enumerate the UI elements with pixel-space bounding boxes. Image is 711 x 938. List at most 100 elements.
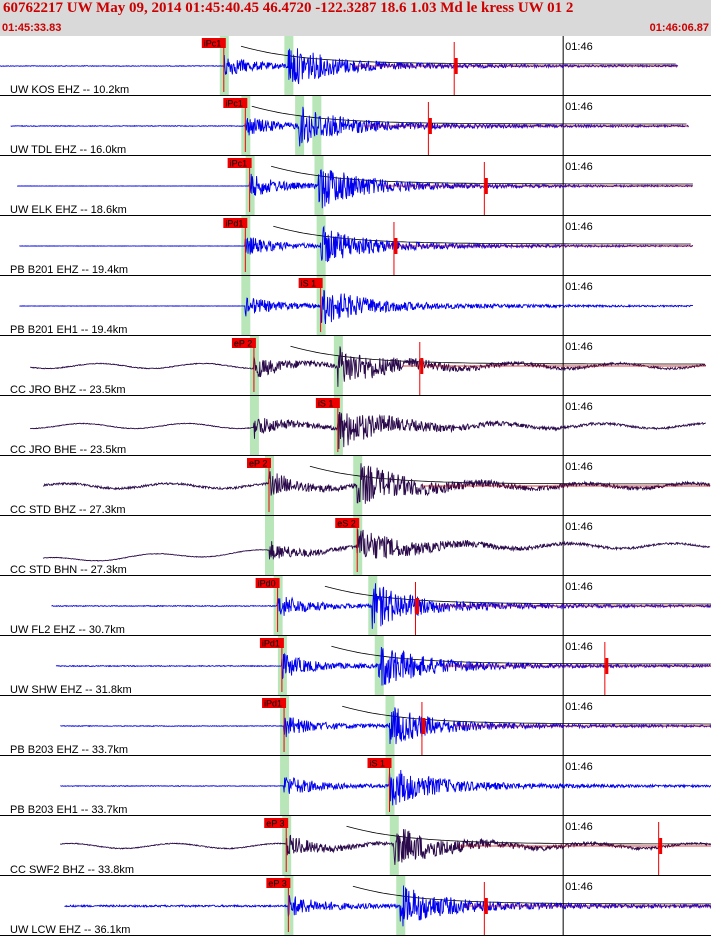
trace-row: 01:46 iPc1 UW KOS EHZ -- 10.2km xyxy=(0,36,711,96)
coda-curve xyxy=(290,345,704,365)
p-pick-box xyxy=(262,698,287,708)
p-pick-label: iPd0 xyxy=(258,579,276,589)
s-pick-box xyxy=(315,398,340,408)
coda-curve xyxy=(270,165,693,185)
coda-curve xyxy=(342,705,711,725)
minute-tick-label: 01:46 xyxy=(565,881,593,893)
s-pick-label: iS 1 xyxy=(370,759,386,769)
waveform xyxy=(59,829,711,865)
end-time: 01:46:06.87 xyxy=(649,22,709,34)
station-label: PB B201 EH1 -- 19.4km xyxy=(10,324,127,336)
s-pick-box xyxy=(298,278,323,288)
trace-row: 01:46 iPd1 PB B201 EHZ -- 19.4km xyxy=(0,216,711,276)
coda-curve xyxy=(346,825,711,845)
s-pick-box xyxy=(335,518,360,528)
waveform xyxy=(0,48,679,85)
waveform xyxy=(10,106,689,147)
start-time: 01:45:33.83 xyxy=(2,22,62,34)
s-pick-window xyxy=(312,96,322,156)
s-pick-window xyxy=(353,456,363,516)
minute-tick-label: 01:46 xyxy=(565,401,593,413)
station-label: UW KOS EHZ -- 10.2km xyxy=(10,84,129,96)
waveform xyxy=(29,411,706,450)
trace-row: 01:46 eP 2 CC JRO BHZ -- 23.5km xyxy=(0,336,711,396)
s-pick-label: iS 1 xyxy=(318,399,334,409)
p-pick-box xyxy=(264,818,289,828)
trace-row: 01:46 iPd1 PB B203 EHZ -- 33.7km xyxy=(0,696,711,756)
minute-tick-label: 01:46 xyxy=(565,281,593,293)
waveform xyxy=(43,463,711,504)
minute-tick-label: 01:46 xyxy=(565,641,593,653)
p-pick-label: iPd1 xyxy=(264,699,282,709)
p-pick-label: eP 3 xyxy=(266,819,284,829)
p-pick-box xyxy=(201,38,226,48)
minute-tick-label: 01:46 xyxy=(565,701,593,713)
p-pick-box xyxy=(231,338,256,348)
trace-row: 01:46 iPc1 UW ELK EHZ -- 18.6km xyxy=(0,156,711,216)
p-pick-box xyxy=(255,578,280,588)
waveform xyxy=(51,583,711,629)
s-pick-label: iS 1 xyxy=(301,279,317,289)
p-pick-label: iPc1 xyxy=(204,39,222,49)
trace-row: 01:46 eP 3 CC SWF2 BHZ -- 33.8km xyxy=(0,816,711,876)
s-pick-window xyxy=(374,636,384,696)
p-pick-window xyxy=(264,516,274,576)
p-pick-label: iPc1 xyxy=(230,159,248,169)
minute-tick-label: 01:46 xyxy=(565,221,593,233)
waveform xyxy=(64,885,711,927)
station-label: CC JRO BHZ -- 23.5km xyxy=(10,384,126,396)
p-pick-box xyxy=(259,638,284,648)
minute-tick-label: 01:46 xyxy=(565,581,593,593)
waveform xyxy=(60,769,711,806)
p-pick-label: iPd1 xyxy=(262,639,280,649)
waveform xyxy=(17,169,693,209)
p-pick-box xyxy=(223,98,248,108)
p-pick-box xyxy=(223,218,248,228)
event-title: 60762217 UW May 09, 2014 01:45:40.45 46.… xyxy=(3,0,574,16)
header-bar: 60762217 UW May 09, 2014 01:45:40.45 46.… xyxy=(0,0,711,36)
p-pick-box xyxy=(227,158,252,168)
station-label: UW TDL EHZ -- 16.0km xyxy=(10,144,126,156)
waveform xyxy=(29,346,707,387)
minute-tick-label: 01:46 xyxy=(565,161,593,173)
seismogram-plot: 01:46 iPc1 UW KOS EHZ -- 10.2km 01:46 iPc1 UW… xyxy=(0,36,711,936)
p-pick-label: eP 2 xyxy=(234,339,252,349)
trace-row: 01:46 iS 1 PB B203 EH1 -- 33.7km xyxy=(0,756,711,816)
trace-row: 01:46 iS 1 CC JRO BHE -- 23.5km xyxy=(0,396,711,456)
station-label: UW SHW EHZ -- 31.8km xyxy=(10,684,132,696)
station-label: UW LCW EHZ -- 36.1km xyxy=(10,924,130,936)
s-pick-box xyxy=(367,758,392,768)
s-pick-label: eS 2 xyxy=(337,519,356,529)
waveform xyxy=(42,529,711,562)
station-label: PB B203 EH1 -- 33.7km xyxy=(10,804,127,816)
station-label: UW ELK EHZ -- 18.6km xyxy=(10,204,127,216)
minute-tick-label: 01:46 xyxy=(565,461,593,473)
station-label: UW FL2 EHZ -- 30.7km xyxy=(10,624,125,636)
minute-tick-label: 01:46 xyxy=(565,521,593,533)
minute-tick-label: 01:46 xyxy=(565,341,593,353)
p-pick-label: eP 2 xyxy=(249,459,267,469)
station-label: PB B201 EHZ -- 19.4km xyxy=(10,264,128,276)
minute-tick-label: 01:46 xyxy=(565,101,593,113)
minute-tick-label: 01:46 xyxy=(565,761,593,773)
station-label: CC JRO BHE -- 23.5km xyxy=(10,444,126,456)
station-label: CC SWF2 BHZ -- 33.8km xyxy=(10,864,134,876)
p-pick-box xyxy=(246,458,271,468)
station-label: CC STD BHN -- 27.3km xyxy=(10,564,127,576)
p-pick-box xyxy=(266,878,291,888)
waveform xyxy=(19,289,693,325)
minute-tick-label: 01:46 xyxy=(565,41,593,53)
p-pick-label: eP 3 xyxy=(268,879,286,889)
station-label: CC STD BHZ -- 27.3km xyxy=(10,504,126,516)
trace-row: 01:46 iPd1 UW SHW EHZ -- 31.8km xyxy=(0,636,711,696)
coda-curve xyxy=(240,45,676,65)
trace-row: 01:46 iPd0 UW FL2 EHZ -- 30.7km xyxy=(0,576,711,636)
coda-curve xyxy=(251,105,687,125)
trace-row: 01:46 eP 3 UW LCW EHZ -- 36.1km xyxy=(0,876,711,936)
trace-row: 01:46 eP 2 CC STD BHZ -- 27.3km xyxy=(0,456,711,516)
p-pick-label: iPc1 xyxy=(225,99,243,109)
station-label: PB B203 EHZ -- 33.7km xyxy=(10,744,128,756)
trace-row: 01:46 iPc1 UW TDL EHZ -- 16.0km xyxy=(0,96,711,156)
trace-row: 01:46 eS 2 CC STD BHN -- 27.3km xyxy=(0,516,711,576)
s-pick-window xyxy=(295,96,305,156)
